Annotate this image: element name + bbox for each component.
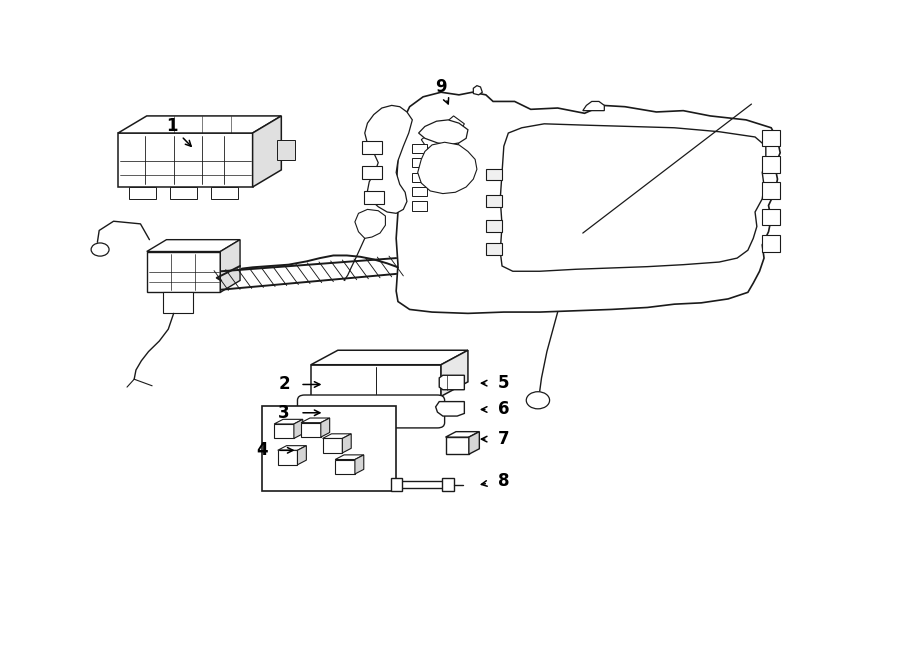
Bar	[762, 235, 780, 252]
Polygon shape	[294, 419, 302, 438]
Bar	[129, 187, 156, 199]
Bar	[442, 478, 454, 491]
Text: 2: 2	[278, 375, 290, 393]
Bar	[362, 166, 382, 179]
Bar	[163, 292, 194, 313]
Bar	[262, 406, 396, 491]
Polygon shape	[335, 455, 364, 459]
Polygon shape	[220, 240, 240, 292]
Text: 6: 6	[498, 401, 509, 418]
Polygon shape	[274, 419, 302, 424]
Polygon shape	[147, 240, 240, 252]
Text: 1: 1	[166, 118, 177, 136]
Bar	[762, 182, 780, 199]
Bar	[278, 450, 298, 465]
Text: 9: 9	[436, 78, 446, 96]
Bar	[486, 220, 502, 232]
Circle shape	[526, 392, 550, 408]
Polygon shape	[500, 124, 766, 271]
Polygon shape	[421, 132, 459, 154]
Polygon shape	[278, 446, 306, 450]
Polygon shape	[322, 434, 351, 438]
Bar	[170, 187, 197, 199]
Polygon shape	[342, 434, 351, 453]
Bar	[302, 422, 320, 437]
Bar	[391, 478, 402, 491]
Polygon shape	[302, 418, 329, 422]
Polygon shape	[310, 350, 468, 365]
Polygon shape	[441, 350, 468, 397]
Bar	[335, 459, 355, 474]
Polygon shape	[583, 101, 604, 110]
Bar	[412, 143, 427, 153]
Polygon shape	[355, 210, 385, 239]
Bar	[274, 424, 294, 438]
Polygon shape	[298, 446, 306, 465]
Bar	[118, 133, 253, 187]
Bar	[310, 365, 441, 397]
Text: 3: 3	[278, 404, 290, 422]
Bar	[277, 140, 295, 160]
Text: 4: 4	[256, 442, 267, 459]
Bar	[762, 209, 780, 225]
Circle shape	[91, 243, 109, 256]
FancyBboxPatch shape	[298, 395, 445, 428]
Bar	[364, 191, 383, 204]
Polygon shape	[355, 455, 364, 474]
Polygon shape	[469, 432, 480, 454]
Text: 8: 8	[498, 471, 509, 490]
Polygon shape	[364, 105, 412, 214]
Bar	[362, 141, 382, 154]
Bar	[762, 156, 780, 173]
Bar	[486, 169, 502, 180]
Bar	[762, 130, 780, 146]
Text: 5: 5	[498, 374, 509, 392]
Polygon shape	[418, 142, 477, 194]
Bar	[446, 437, 469, 454]
Polygon shape	[436, 402, 464, 416]
Polygon shape	[418, 120, 468, 145]
Polygon shape	[118, 116, 282, 133]
Polygon shape	[253, 116, 282, 187]
Polygon shape	[396, 93, 780, 313]
Polygon shape	[439, 375, 464, 390]
Bar	[412, 158, 427, 167]
Bar	[400, 481, 444, 488]
Bar	[412, 187, 427, 196]
Bar	[322, 438, 342, 453]
Polygon shape	[446, 432, 480, 437]
Bar	[212, 187, 239, 199]
Polygon shape	[473, 86, 482, 95]
Bar	[412, 173, 427, 182]
Polygon shape	[443, 116, 464, 133]
Bar	[486, 195, 502, 207]
Bar	[486, 243, 502, 254]
Bar	[147, 252, 220, 292]
Bar	[412, 202, 427, 211]
Text: 7: 7	[498, 430, 509, 448]
Polygon shape	[320, 418, 329, 437]
